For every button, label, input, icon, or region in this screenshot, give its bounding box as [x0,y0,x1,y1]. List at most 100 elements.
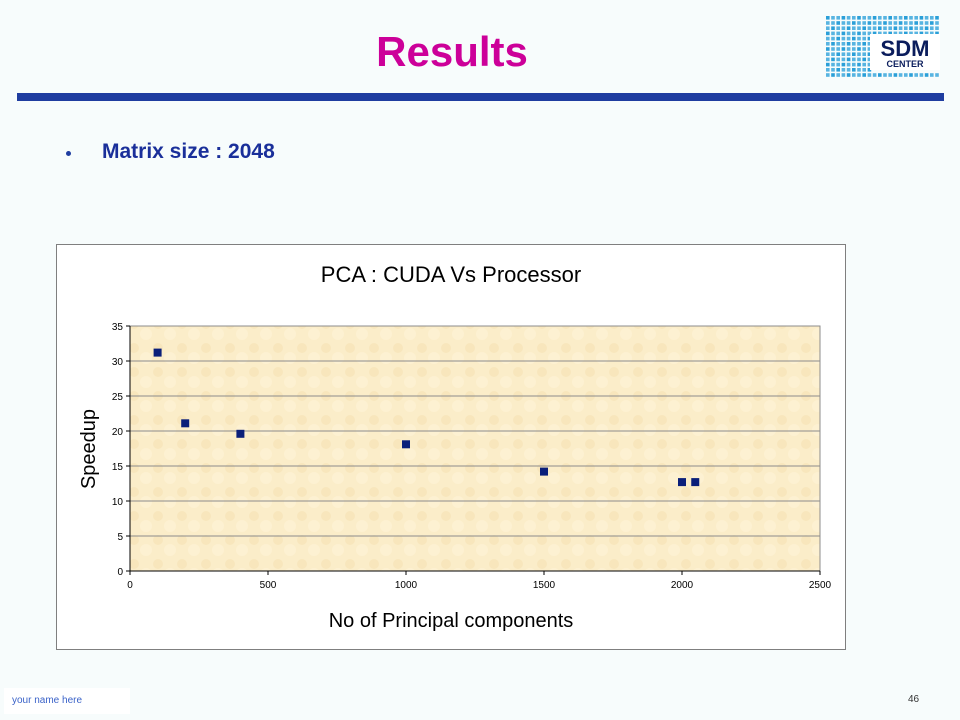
logo-dot [914,31,918,36]
logo-dot [909,21,913,25]
logo-dot [862,26,866,30]
logo-dot [909,73,913,77]
logo-dot [872,31,877,36]
logo-dot [826,68,830,72]
logo-dot [893,21,898,25]
bullet-marker [66,151,71,156]
logo-dot [935,26,939,30]
logo-dot [883,31,887,36]
logo-dot [935,16,939,20]
logo-dot [857,16,861,20]
logo-dot [836,31,840,36]
logo-dot [852,42,856,46]
logo-dot [836,42,840,46]
logo-dot [846,52,851,56]
logo-dot [831,16,835,20]
data-point-0-2 [236,429,245,438]
logo-dot [826,31,830,36]
matrix-size-bullet: Matrix size : 2048 [102,140,275,163]
logo-dot [846,73,851,77]
logo-dot [883,16,887,20]
chart-title: PCA : CUDA Vs Processor [321,262,581,287]
chart-svg: PCA : CUDA Vs Processor 0 5 10 15 20 25 30 35 0 5… [78,262,832,632]
data-point-0-0 [153,348,162,357]
logo-dot [924,16,929,20]
y-tick-label-3: 15 [112,462,124,473]
logo-dot [898,16,903,20]
logo-dot [836,52,840,56]
logo-dot [930,21,934,25]
sdm-center-logo: SDM CENTER [824,14,940,80]
logo-dot [836,47,840,51]
x-tick-label-0: 0 [127,580,133,591]
data-point-0-1 [181,419,190,428]
logo-dot [930,31,934,36]
logo-dot [826,16,830,20]
y-tick-label-4: 20 [112,427,124,438]
logo-dot [924,26,929,30]
logo-dot [862,52,866,56]
logo-dot [893,73,898,77]
logo-dot [826,62,830,67]
logo-dot [935,21,939,25]
logo-dot [836,16,840,20]
logo-dot [841,57,846,62]
logo-dot [867,16,872,20]
logo-dot [841,36,846,41]
logo-dot [846,42,851,46]
logo-dot [857,62,861,67]
logo-dot [836,26,840,30]
logo-dot [826,21,830,25]
logo-dot [909,26,913,30]
x-axis-label: No of Principal components [329,610,574,632]
logo-dot [857,36,861,41]
logo-dot [909,16,913,20]
logo-dot [841,21,846,25]
logo-dot [841,73,846,77]
logo-dot [852,57,856,62]
logo-dot [857,73,861,77]
logo-dot [857,57,861,62]
logo-dot [878,26,882,30]
title-divider [17,93,944,101]
logo-dot [904,16,908,20]
logo-dot [841,52,846,56]
logo-dot [935,31,939,36]
logo-dot [836,68,840,72]
logo-dot [831,52,835,56]
data-point-0-6 [691,478,700,487]
logo-dot [872,26,877,30]
footer-presenter-name: your name here [4,688,130,714]
logo-dot [862,47,866,51]
logo-dot [862,36,866,41]
logo-dot [857,26,861,30]
data-point-0-4 [540,467,548,476]
logo-dot [872,16,877,20]
x-tick-label-2: 1000 [395,580,418,591]
data-point-0-5 [678,478,686,487]
logo-dot [919,31,924,36]
logo-dot [919,26,924,30]
logo-dot [883,21,887,25]
logo-dot [924,31,929,36]
logo-dot [862,31,866,36]
logo-dot [831,68,835,72]
x-tick-label-4: 2000 [671,580,694,591]
logo-dot [930,73,934,77]
logo-dot [857,52,861,56]
logo-dot [898,31,903,36]
logo-dot [852,21,856,25]
logo-dot [836,21,840,25]
logo-dot [846,68,851,72]
logo-dot [862,21,866,25]
logo-dot [888,31,892,36]
logo-dot [826,36,830,41]
logo-dot [831,73,835,77]
logo-dot [841,26,846,30]
logo-dot [867,31,872,36]
logo-dot [852,36,856,41]
x-tick-label-5: 2500 [809,580,832,591]
logo-dot [846,62,851,67]
logo-text-center: CENTER [886,59,924,69]
logo-dot [888,21,892,25]
